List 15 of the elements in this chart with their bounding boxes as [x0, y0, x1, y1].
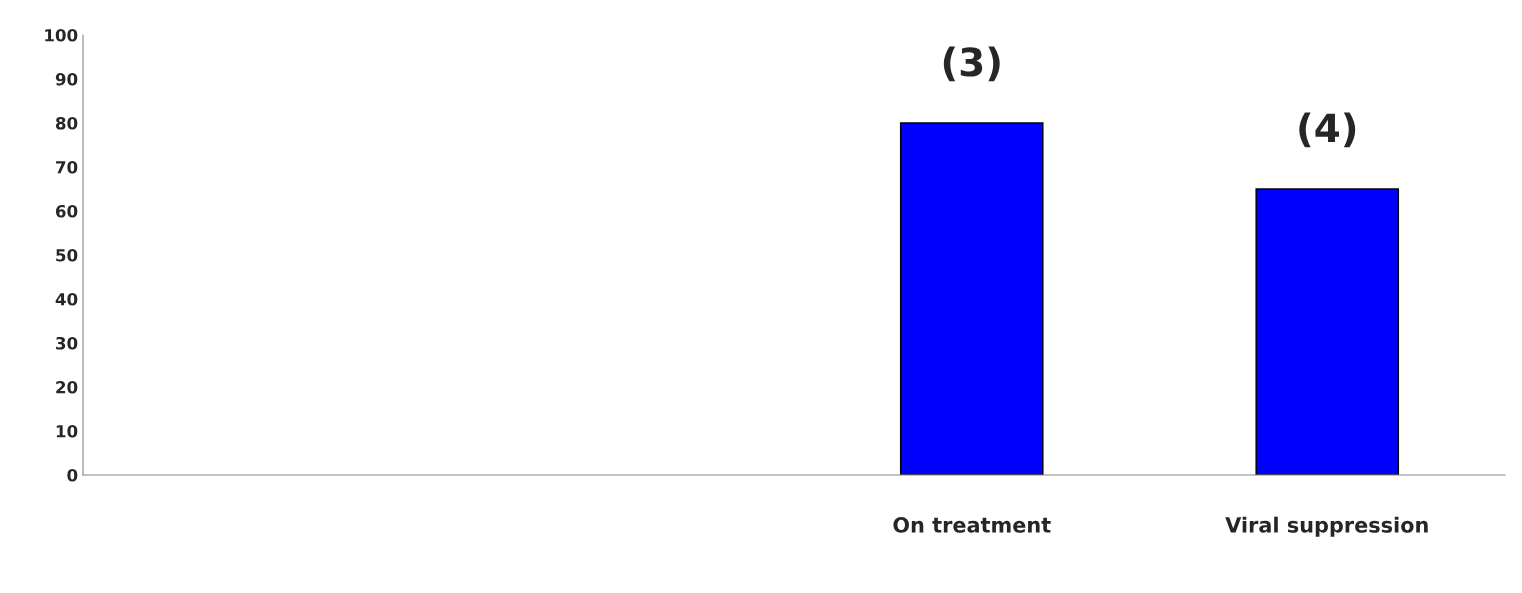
y-tick-label: 40	[55, 292, 78, 306]
y-tick-label: 50	[56, 248, 78, 262]
annotation: (3)	[943, 46, 1000, 82]
x-tick-label: Viral suppression	[1225, 516, 1428, 537]
annotation: (4)	[1299, 112, 1356, 148]
y-tick-label: 10	[56, 424, 78, 438]
y-tick-label: 30	[56, 336, 78, 350]
y-tick-label: 0	[67, 468, 78, 482]
y-tick-label: 80	[55, 116, 78, 130]
y-tick-label: 90	[55, 72, 78, 86]
x-tick-label: On treatment	[893, 517, 1051, 533]
y-tick-label: 60	[55, 204, 78, 218]
y-tick-label: 20	[56, 380, 78, 394]
y-tick-label: 70	[56, 160, 78, 174]
y-tick-label: 100	[45, 28, 78, 42]
